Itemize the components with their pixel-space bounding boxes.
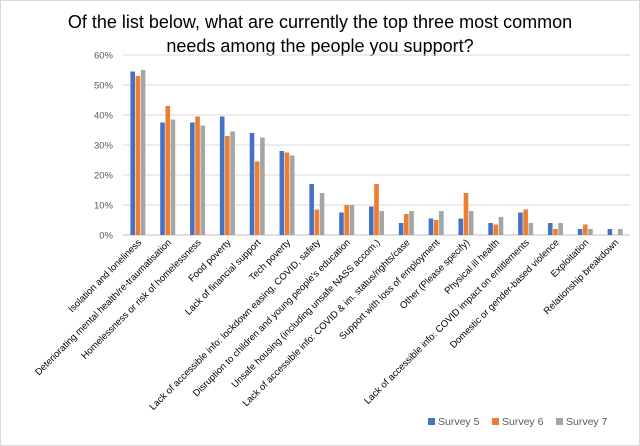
bar — [379, 211, 384, 235]
x-category-label: Homelessness or risk of homelessness — [79, 237, 203, 361]
bar — [398, 223, 404, 235]
bar — [349, 205, 355, 235]
bar — [617, 229, 623, 235]
bar — [369, 206, 374, 235]
y-tick-label: 20% — [94, 171, 114, 182]
bar — [428, 218, 434, 235]
bar — [284, 152, 290, 235]
bar — [409, 211, 414, 235]
bar — [404, 214, 409, 235]
bar — [607, 229, 613, 235]
legend-label: Survey 5 — [438, 416, 480, 428]
bar — [219, 116, 225, 235]
legend-label: Survey 6 — [502, 416, 544, 428]
bar — [374, 184, 379, 235]
bar — [547, 223, 553, 235]
bar — [528, 223, 534, 235]
bar — [582, 224, 588, 235]
legend-label: Survey 7 — [566, 416, 608, 428]
bar — [190, 122, 195, 235]
bar — [160, 122, 165, 235]
legend-swatch — [428, 418, 435, 425]
bar — [165, 106, 171, 235]
bar — [344, 205, 349, 235]
bar — [289, 155, 295, 235]
y-tick-label: 60% — [94, 51, 114, 62]
bar — [523, 209, 528, 235]
bar — [170, 119, 176, 235]
bar — [135, 76, 141, 235]
y-tick-label: 0% — [99, 231, 113, 242]
bar — [553, 229, 558, 235]
chart-title-line-1: Of the list below, what are currently th… — [67, 12, 573, 32]
bar — [314, 209, 320, 235]
x-category-label: Domestic or gender-based violence — [448, 237, 561, 350]
legend-swatch — [556, 418, 563, 425]
bar — [200, 125, 206, 235]
chart-title-line-2: needs among the people you support? — [166, 36, 474, 56]
bar — [488, 223, 493, 235]
y-tick-label: 30% — [94, 141, 114, 152]
bar — [130, 71, 136, 235]
bar — [588, 229, 593, 235]
bar — [319, 193, 325, 235]
bar — [577, 229, 583, 235]
chart-title: Of the list below, what are currently th… — [0, 10, 640, 58]
bar — [230, 131, 235, 235]
y-tick-label: 50% — [94, 81, 114, 92]
bar — [254, 161, 260, 235]
y-tick-label: 40% — [94, 111, 114, 122]
legend-swatch — [492, 418, 499, 425]
bar — [433, 220, 439, 235]
bar — [140, 70, 146, 235]
bar — [498, 217, 504, 235]
bar — [518, 212, 523, 235]
bar — [339, 212, 344, 235]
bar — [225, 136, 230, 235]
bar — [558, 223, 563, 235]
bar — [463, 193, 469, 235]
bar — [493, 224, 499, 235]
bar — [309, 184, 314, 235]
bar — [249, 133, 255, 235]
bar — [468, 211, 474, 235]
bar — [260, 137, 265, 235]
bar — [279, 151, 285, 235]
x-category-label: Deteriorating mental health/re-traumatis… — [33, 237, 174, 378]
bar — [195, 116, 200, 235]
bar — [439, 211, 444, 235]
bar — [458, 218, 464, 235]
y-tick-label: 10% — [94, 201, 114, 212]
